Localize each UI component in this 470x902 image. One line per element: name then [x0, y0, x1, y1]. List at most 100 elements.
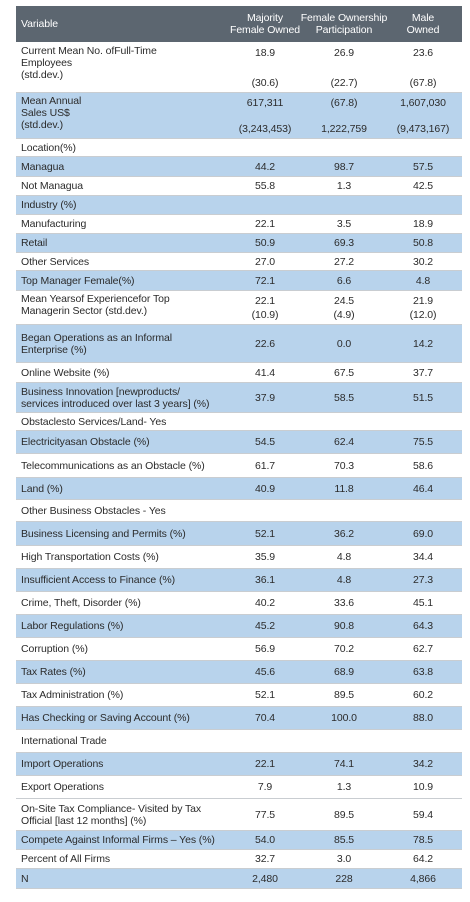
- row-label: Corruption (%): [16, 638, 226, 660]
- male-owned-value: [384, 196, 462, 214]
- majority-female-owned-value: 22.1 (10.9): [226, 291, 304, 324]
- majority-female-owned-value-line: 22.1: [254, 295, 276, 307]
- majority-female-owned-value-line: 50.9: [254, 237, 276, 249]
- majority-female-owned-value-line: 35.9: [254, 551, 276, 563]
- male-owned-value: 1,607,030 (9,473,167): [384, 93, 462, 138]
- row-label: Land (%): [16, 478, 226, 499]
- majority-female-owned-value-line: 44.2: [254, 160, 276, 173]
- female-participation-value: 70.3: [304, 454, 384, 477]
- majority-female-owned-value-line: (3,243,453): [238, 123, 292, 135]
- table-row: Labor Regulations (%) 45.2 90.8 64.3: [16, 615, 462, 638]
- female-participation-value-line: 70.3: [333, 459, 355, 472]
- majority-female-owned-value: 7.9: [226, 776, 304, 798]
- majority-female-owned-value-line: 41.4: [254, 366, 276, 379]
- row-label-line: Sales US$: [21, 107, 70, 119]
- male-owned-value-line: 10.9: [412, 781, 434, 793]
- female-participation-value-line: 67.5: [333, 366, 355, 379]
- header-variable: Variable: [16, 6, 226, 42]
- majority-female-owned-value: 22.1: [226, 215, 304, 233]
- row-label: Export Operations: [16, 776, 226, 798]
- female-participation-value: 228: [304, 869, 384, 888]
- row-label-line: High Transportation Costs (%): [21, 551, 159, 563]
- male-owned-value-line: 21.9: [412, 295, 434, 307]
- male-owned-value: 50.8: [384, 234, 462, 252]
- male-owned-value: [384, 139, 462, 156]
- row-label: Location(%): [16, 139, 226, 156]
- majority-female-owned-value: 2,480: [226, 869, 304, 888]
- female-participation-value: [304, 730, 384, 752]
- majority-female-owned-value-line: 617,311: [246, 97, 284, 109]
- row-label-line: Began Operations as an Informal: [21, 331, 172, 344]
- female-participation-value: 74.1: [304, 753, 384, 775]
- male-owned-value-line: 64.3: [412, 620, 434, 632]
- female-participation-value: 68.9: [304, 661, 384, 683]
- row-label-line: (std.dev.): [21, 119, 63, 131]
- majority-female-owned-value-line: 7.9: [257, 781, 273, 793]
- majority-female-owned-value-line: 55.8: [254, 180, 276, 192]
- female-participation-value: 90.8: [304, 615, 384, 637]
- female-participation-value-line: 100.0: [331, 712, 357, 724]
- row-label-line: Manufacturing: [21, 218, 87, 230]
- table-row: N 2,480 228 4,866: [16, 869, 462, 889]
- table-row: Location(%): [16, 139, 462, 157]
- female-participation-value-line: 27.2: [333, 255, 355, 268]
- male-owned-value-line: 51.5: [412, 391, 434, 404]
- male-owned-value: 60.2: [384, 684, 462, 706]
- majority-female-owned-value-line: 45.6: [254, 666, 276, 678]
- table-row: International Trade: [16, 730, 462, 753]
- table-row: Business Innovation [newproducts/service…: [16, 383, 462, 413]
- male-owned-value: 23.6 (67.8): [384, 43, 462, 92]
- male-owned-value: 75.5: [384, 431, 462, 453]
- majority-female-owned-value-line: 61.7: [254, 459, 276, 472]
- male-owned-value-line: 4,866: [410, 872, 436, 885]
- majority-female-owned-value: [226, 500, 304, 521]
- female-participation-value-line: (67.8): [330, 97, 358, 109]
- majority-female-owned-value: 54.0: [226, 831, 304, 849]
- header-male-owned: Male Owned: [384, 6, 462, 42]
- row-label: Labor Regulations (%): [16, 615, 226, 637]
- row-label: Not Managua: [16, 177, 226, 195]
- row-label-line: Mean Annual: [21, 95, 82, 107]
- female-participation-value-line: 3.0: [336, 853, 352, 865]
- row-label-line: On-Site Tax Compliance- Visited by Tax: [21, 802, 202, 815]
- table-row: Has Checking or Saving Account (%) 70.4 10…: [16, 707, 462, 730]
- header-female-ownership-participation: Female Ownership Participation: [301, 6, 388, 42]
- majority-female-owned-value-line: 37.9: [254, 391, 276, 404]
- female-participation-value: 6.6: [304, 271, 384, 290]
- row-label-line: (std.dev.): [21, 69, 63, 81]
- row-label: International Trade: [16, 730, 226, 752]
- male-owned-value-line: 58.6: [412, 459, 434, 472]
- header-col1-line2: Female Owned: [230, 24, 300, 36]
- female-participation-value-line: 11.8: [334, 482, 354, 495]
- majority-female-owned-value: 52.1: [226, 522, 304, 545]
- header-majority-female-owned: Majority Female Owned: [226, 6, 304, 42]
- row-label: Tax Administration (%): [16, 684, 226, 706]
- male-owned-value-line: 14.2: [412, 337, 434, 350]
- row-label-line: Insufficient Access to Finance (%): [21, 574, 175, 586]
- table-row: Corruption (%) 56.9 70.2 62.7: [16, 638, 462, 661]
- female-participation-value-line: 4.8: [336, 574, 352, 586]
- female-participation-value: (67.8) 1,222,759: [304, 93, 384, 138]
- majority-female-owned-value: 72.1: [226, 271, 304, 290]
- female-participation-value: 85.5: [304, 831, 384, 849]
- female-participation-value: [304, 139, 384, 156]
- row-label: Other Services: [16, 253, 226, 270]
- majority-female-owned-value-line: 70.4: [254, 712, 276, 724]
- female-participation-value: 3.5: [304, 215, 384, 233]
- row-label: Import Operations: [16, 753, 226, 775]
- table-row: Other Services 27.0 27.2 30.2: [16, 253, 462, 271]
- male-owned-value: 21.9 (12.0): [384, 291, 462, 324]
- male-owned-value-line: 18.9: [412, 218, 434, 230]
- majority-female-owned-value-line: 72.1: [254, 274, 276, 287]
- row-label-line: services introduced over last 3 years] (…: [21, 397, 210, 410]
- female-participation-value-line: 0.0: [336, 337, 352, 350]
- row-label-line: Tax Administration (%): [21, 689, 124, 701]
- row-label: Obstaclesto Services/Land- Yes: [16, 413, 226, 430]
- female-participation-value-line: 33.6: [333, 597, 355, 609]
- header-col3-line2: Owned: [406, 24, 440, 36]
- row-label: Crime, Theft, Disorder (%): [16, 592, 226, 614]
- row-label: Has Checking or Saving Account (%): [16, 707, 226, 729]
- male-owned-value: 4,866: [384, 869, 462, 888]
- male-owned-value-line: 69.0: [412, 527, 434, 540]
- male-owned-value: 59.4: [384, 799, 462, 830]
